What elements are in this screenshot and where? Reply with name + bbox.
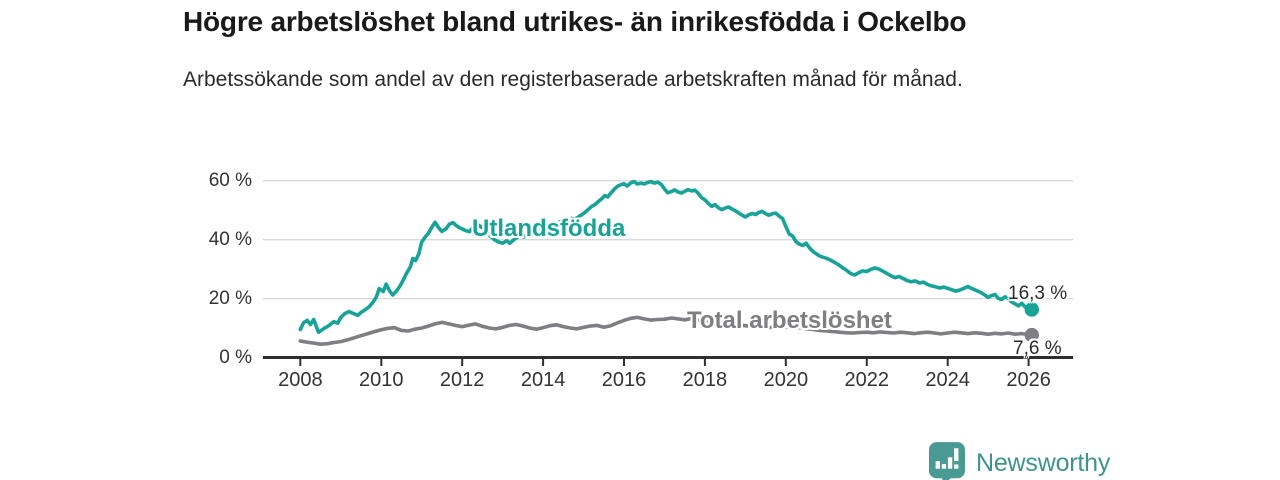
y-tick-label-20: 20 % [208, 287, 252, 309]
x-tick-label-2020: 2020 [763, 369, 809, 391]
brand-footer: Newsworthy [928, 441, 1110, 480]
y-tick-label-40: 40 % [208, 228, 252, 250]
x-axis [263, 356, 1073, 366]
y-tick-label-0: 0 % [219, 346, 252, 368]
x-tick-label-2012: 2012 [439, 369, 485, 391]
x-tick-label-2016: 2016 [601, 369, 647, 391]
brand-name: Newsworthy [976, 448, 1111, 477]
x-tick-label-2008: 2008 [278, 369, 323, 391]
series-label-total-arbetsloshet: Total arbetslöshet [687, 307, 892, 334]
x-tick-label-2018: 2018 [682, 369, 728, 391]
x-tick-label-2010: 2010 [359, 369, 404, 391]
x-tick-label-2014: 2014 [520, 369, 566, 391]
series-line-0 [298, 179, 1034, 334]
chart-subtitle: Arbetssökande som andel av den registerb… [183, 68, 963, 91]
chart-title: Högre arbetslöshet bland utrikes- än inr… [183, 6, 967, 37]
x-tick-label-2026: 2026 [1006, 369, 1051, 391]
series-line-1 [298, 315, 1034, 346]
end-value-total-arbetsloshet: 7,6 % [1013, 338, 1062, 359]
series-label-utlandsfodda: Utlandsfödda [472, 215, 626, 242]
y-tick-label-60: 60 % [208, 169, 252, 191]
gridlines [263, 180, 1073, 300]
end-value-utlandsfodda: 16,3 % [1008, 283, 1068, 304]
series-end-dot-1 [1024, 327, 1040, 343]
data-series [298, 179, 1040, 346]
series-end-dot-0 [1024, 302, 1040, 317]
bar-chart-speech-bubble-icon [928, 442, 966, 480]
x-tick-label-2022: 2022 [844, 369, 890, 391]
x-tick-label-2024: 2024 [925, 369, 970, 391]
